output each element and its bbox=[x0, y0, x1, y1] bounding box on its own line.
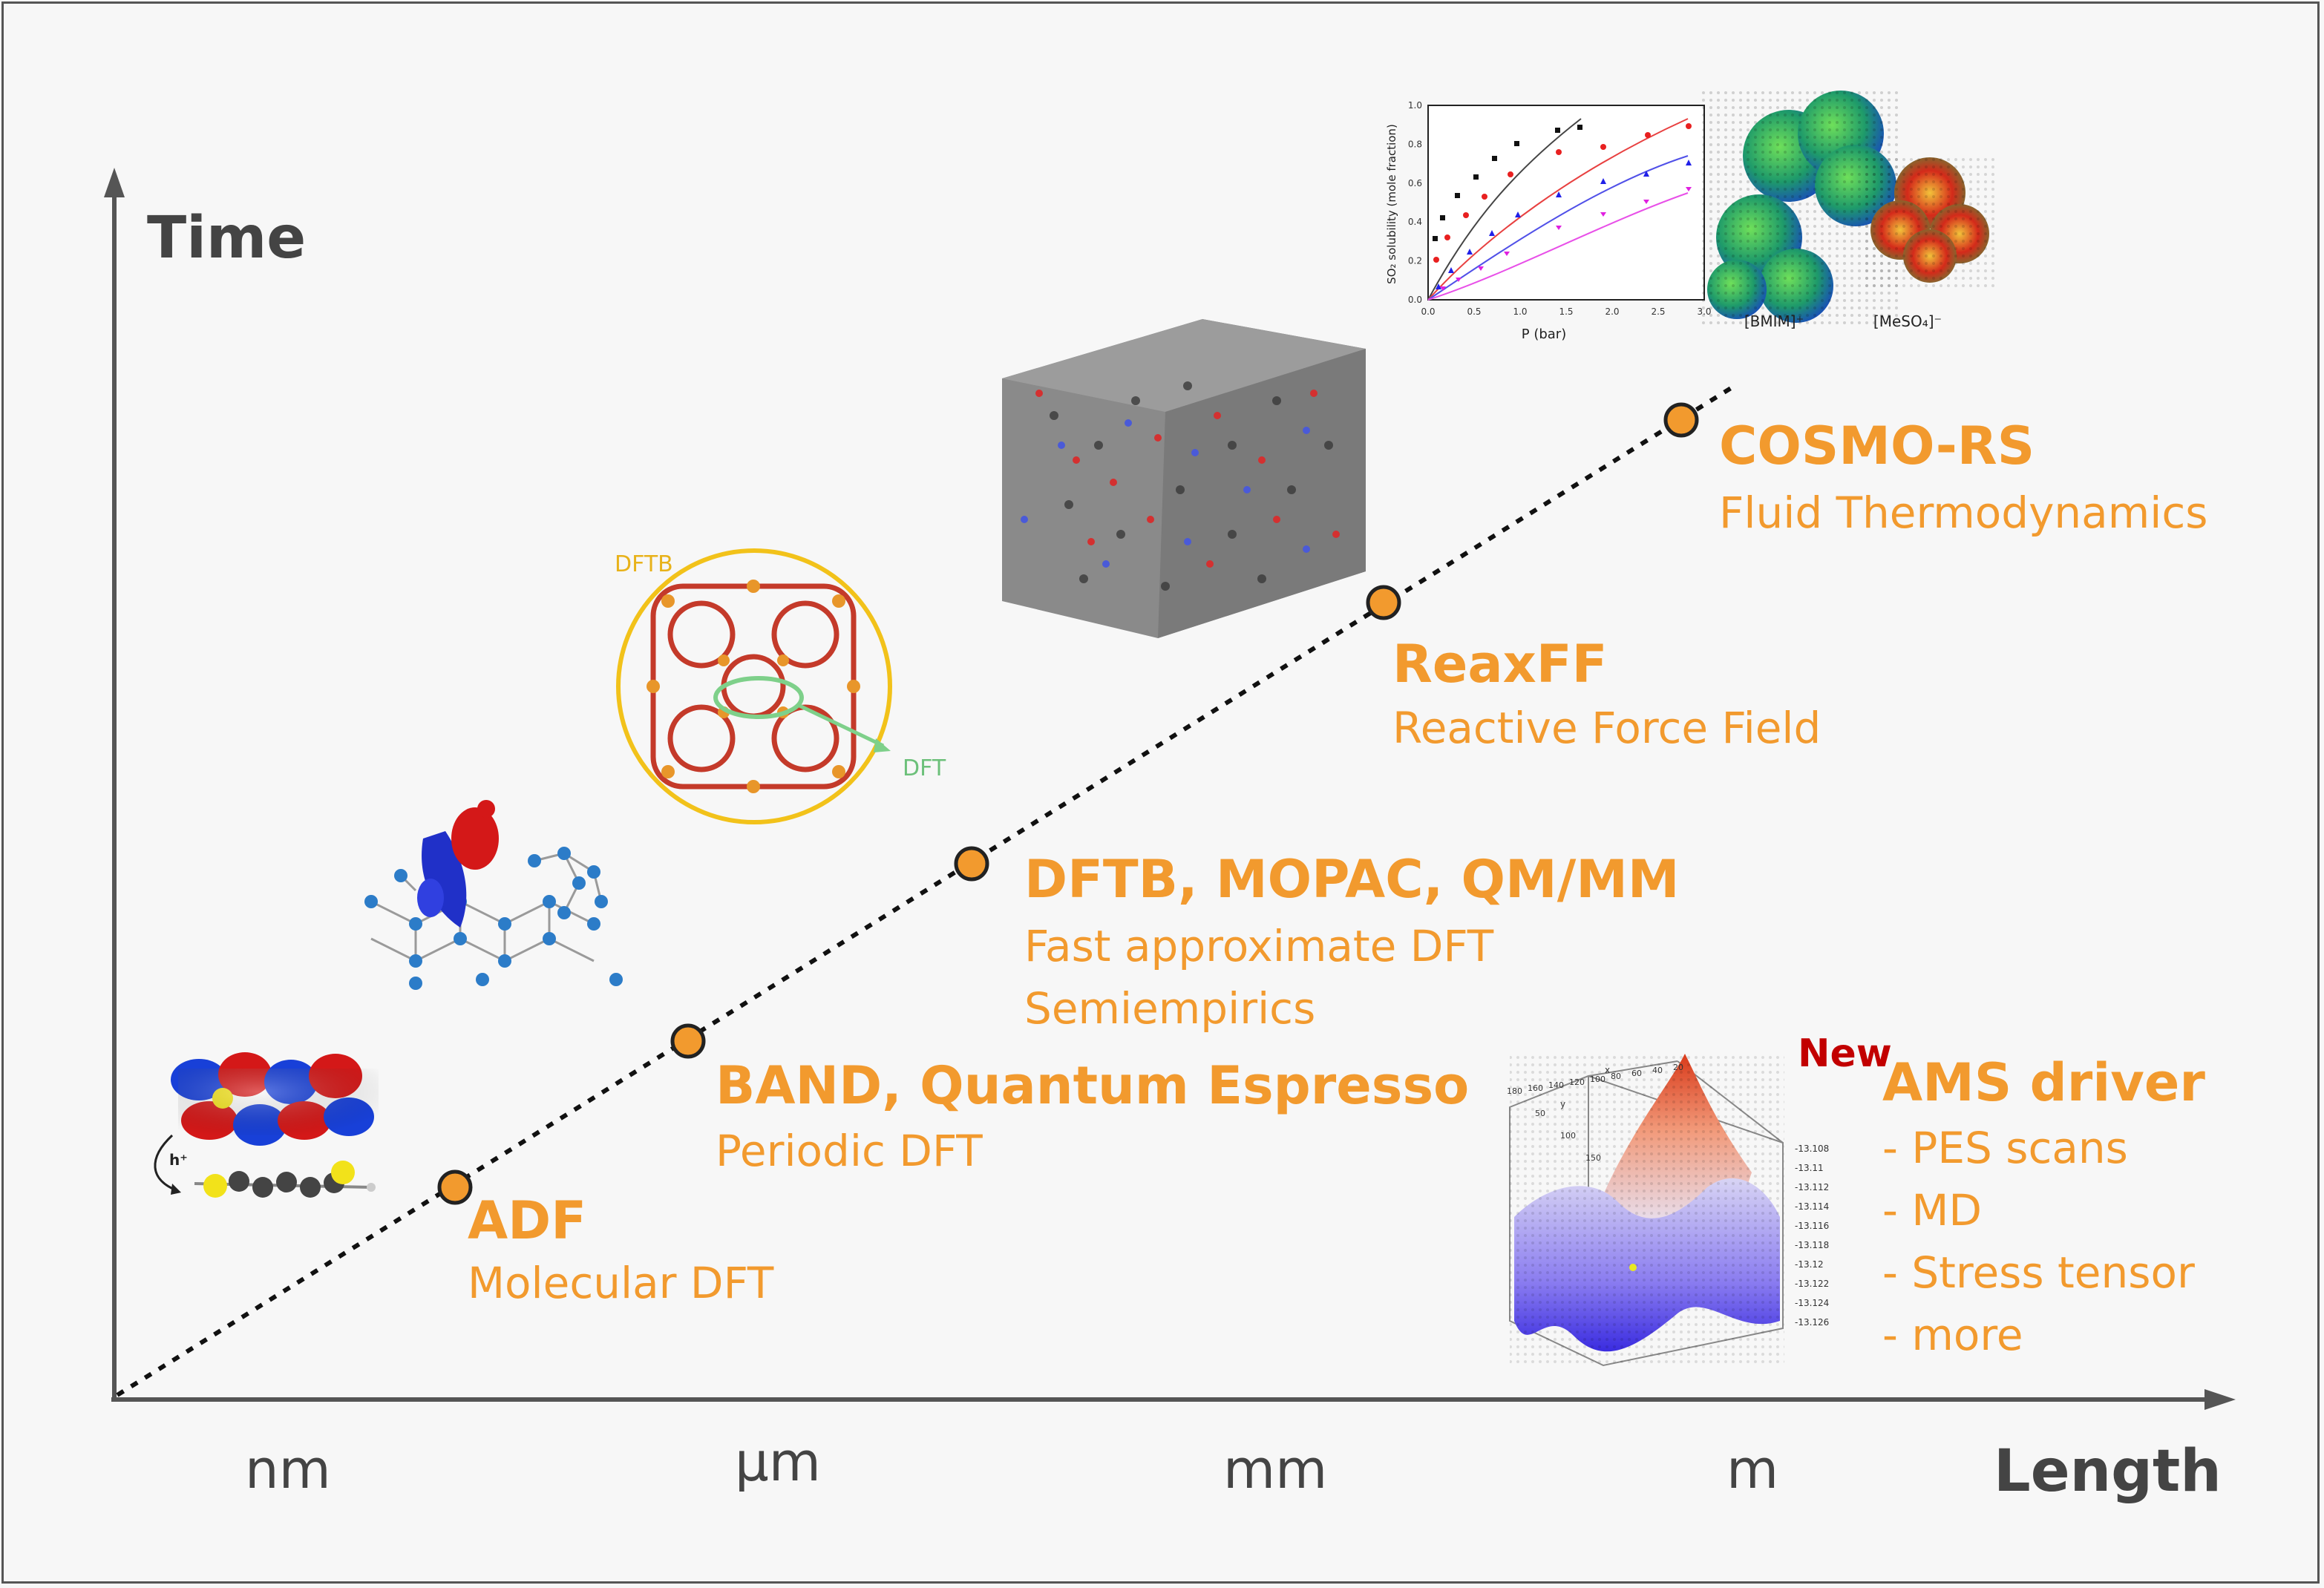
cosmo-y-tick-label: 0.0 bbox=[1408, 295, 1422, 305]
pes-y-tick-label: 150 bbox=[1585, 1153, 1601, 1163]
x-axis-arrowhead bbox=[2204, 1389, 2236, 1410]
pes-x-tick-label: 80 bbox=[1611, 1072, 1621, 1081]
marker-dftb bbox=[954, 846, 989, 882]
cosmo-x-tick-label: 2.0 bbox=[1605, 306, 1619, 317]
plot-frame bbox=[1427, 105, 1705, 301]
pes-z-tick-label: -13.126 bbox=[1795, 1317, 1829, 1328]
pes-z-tick-label: -13.108 bbox=[1795, 1144, 1829, 1154]
cosmo-molecules-illustration: [BMIM]⁺ [MeSO₄]⁻ bbox=[1700, 89, 1997, 330]
marker-reaxff bbox=[1366, 585, 1401, 620]
pes-z-tick-label: -13.118 bbox=[1795, 1240, 1829, 1250]
pes-z-tick-label: -13.12 bbox=[1795, 1259, 1824, 1270]
method-cosmo-rs-desc: Fluid Thermodynamics bbox=[1719, 488, 2208, 538]
cosmo-y-tick-label: 0.8 bbox=[1408, 139, 1422, 149]
pes-x-tick-label: 140 bbox=[1548, 1080, 1564, 1090]
axes bbox=[104, 168, 2236, 1410]
cosmo-y-ticks: 0.0 0.2 0.4 0.6 0.8 1.0 bbox=[1408, 100, 1422, 305]
cosmo-x-tick-label: 1.5 bbox=[1559, 306, 1573, 317]
ams-driver-title: AMS driver bbox=[1882, 1052, 2205, 1113]
cosmo-x-tick-label: 0.5 bbox=[1467, 306, 1481, 317]
method-cosmo-rs-name: COSMO-RS bbox=[1719, 416, 2035, 476]
pes-y-tick-label: 100 bbox=[1560, 1131, 1576, 1141]
pes-x-tick-label: 160 bbox=[1528, 1083, 1543, 1093]
cosmo-xlabel: P (bar) bbox=[1522, 327, 1566, 342]
method-reaxff-name: ReaxFF bbox=[1392, 634, 1608, 695]
method-dftb-desc-1: Fast approximate DFT bbox=[1024, 921, 1494, 971]
cosmo-ylabel: SO₂ solubility (mole fraction) bbox=[1385, 124, 1398, 284]
marker-band bbox=[670, 1023, 706, 1059]
dft-label: DFT bbox=[903, 755, 946, 781]
pes-y-axis-letter: y bbox=[1560, 1099, 1565, 1109]
new-badge: New bbox=[1798, 1031, 1892, 1076]
pes-z-tick-label: -13.124 bbox=[1795, 1298, 1829, 1308]
method-band-desc: Periodic DFT bbox=[716, 1126, 983, 1176]
ams-item-md: - MD bbox=[1882, 1185, 1983, 1236]
meso4-surface bbox=[1863, 156, 1997, 289]
method-band-name: BAND, Quantum Espresso bbox=[716, 1055, 1470, 1116]
pes-x-tick-label: 180 bbox=[1507, 1086, 1522, 1096]
molecular-orbital-illustration: h⁺ bbox=[154, 1052, 379, 1198]
zeolite-illustration: DFTB DFT bbox=[615, 548, 946, 824]
pes-x-tick-label: 40 bbox=[1652, 1066, 1663, 1075]
method-dftb-desc-2: Semiempirics bbox=[1024, 983, 1316, 1034]
pes-y-ticks: 50 100 150 bbox=[1535, 1109, 1601, 1163]
meso4-label: [MeSO₄]⁻ bbox=[1873, 312, 1942, 330]
ams-item-pes-scans: - PES scans bbox=[1882, 1123, 2128, 1173]
pes-surface-plot: -13.108 -13.11 -13.112 -13.114 -13.116 -13.11… bbox=[1507, 1054, 1829, 1367]
marker-cosmo-rs bbox=[1663, 402, 1699, 438]
y-axis-title: Time bbox=[147, 205, 307, 272]
method-adf-desc: Molecular DFT bbox=[468, 1258, 774, 1308]
pes-z-tick-label: -13.114 bbox=[1795, 1201, 1829, 1212]
pes-z-tick-label: -13.116 bbox=[1795, 1221, 1829, 1231]
dftb-region-circle bbox=[616, 548, 892, 824]
pes-y-tick-label: 50 bbox=[1535, 1109, 1545, 1118]
method-adf-name: ADF bbox=[468, 1190, 587, 1251]
cosmo-y-tick-label: 0.4 bbox=[1408, 217, 1422, 227]
cosmo-x-tick-label: 2.5 bbox=[1651, 306, 1665, 317]
cosmo-x-ticks: 0.0 0.5 1.0 1.5 2.0 2.5 3.0 bbox=[1421, 306, 1711, 317]
x-tick-um: µm bbox=[735, 1431, 821, 1493]
cosmo-y-tick-label: 0.2 bbox=[1408, 256, 1422, 266]
x-tick-nm: nm bbox=[245, 1438, 331, 1500]
cosmo-x-tick-label: 0.0 bbox=[1421, 306, 1435, 317]
cosmo-y-tick-label: 0.6 bbox=[1408, 178, 1422, 188]
pes-x-axis-letter: x bbox=[1605, 1065, 1610, 1075]
pes-z-ticks: -13.108 -13.11 -13.112 -13.114 -13.116 -13.11… bbox=[1795, 1144, 1829, 1328]
x-axis-title: Length bbox=[1994, 1438, 2222, 1505]
y-axis-arrowhead bbox=[104, 168, 125, 197]
dft-region-ellipse bbox=[713, 676, 804, 719]
cosmo-solubility-plot: 0.0 0.5 1.0 1.5 2.0 2.5 3.0 0.00.20.40.60.81.0… bbox=[1385, 100, 1712, 342]
dftb-label: DFTB bbox=[615, 551, 673, 577]
method-markers bbox=[437, 402, 1699, 1205]
pes-z-tick-label: -13.11 bbox=[1795, 1163, 1824, 1173]
pes-x-tick-label: 20 bbox=[1673, 1063, 1683, 1072]
scale-trend-line bbox=[116, 382, 1738, 1397]
bmim-label: [BMIM]⁺ bbox=[1744, 312, 1804, 330]
ams-item-stress-tensor: - Stress tensor bbox=[1882, 1247, 2195, 1298]
pes-x-tick-label: 100 bbox=[1590, 1074, 1605, 1084]
pes-z-tick-label: -13.122 bbox=[1795, 1279, 1829, 1289]
marker-adf bbox=[437, 1169, 473, 1205]
x-tick-m: m bbox=[1726, 1438, 1779, 1500]
excitation-label: h⁺ bbox=[169, 1151, 188, 1169]
periodic-lattice-illustration bbox=[364, 800, 623, 990]
x-tick-mm: mm bbox=[1223, 1438, 1328, 1500]
pes-x-tick-label: 120 bbox=[1569, 1077, 1585, 1087]
pes-x-tick-label: 60 bbox=[1631, 1069, 1642, 1078]
cosmo-x-tick-label: 1.0 bbox=[1513, 306, 1527, 317]
method-dftb-name: DFTB, MOPAC, QM/MM bbox=[1024, 849, 1680, 910]
ams-item-more: - more bbox=[1882, 1310, 2023, 1360]
method-reaxff-desc: Reactive Force Field bbox=[1392, 703, 1821, 753]
cosmo-y-tick-label: 1.0 bbox=[1408, 100, 1422, 111]
pes-z-tick-label: -13.112 bbox=[1795, 1182, 1829, 1192]
reaxff-box-illustration bbox=[1002, 319, 1366, 638]
pes-x-ticks: 180 160 140 120 100 80 60 40 20 bbox=[1507, 1063, 1683, 1096]
